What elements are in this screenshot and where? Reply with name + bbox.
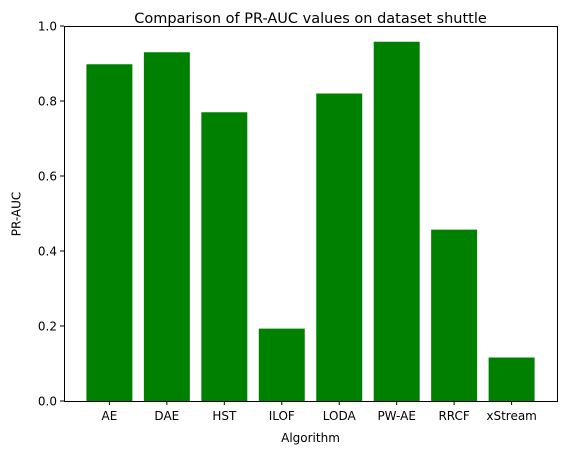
y-tick-label: 0.2 xyxy=(38,320,57,334)
bar-hst xyxy=(201,112,248,401)
y-axis-ticks: 0.0 0.2 0.4 0.6 0.8 1.0 xyxy=(38,20,64,409)
y-tick-label: 0.6 xyxy=(38,170,57,184)
chart-title: Comparison of PR-AUC values on dataset s… xyxy=(134,11,487,27)
y-tick-label: 0.4 xyxy=(38,245,57,259)
bar-pw-ae xyxy=(373,41,420,401)
y-axis-title: PR-AUC xyxy=(10,192,24,237)
x-tick-label: LODA xyxy=(323,409,357,423)
bar-rrcf xyxy=(431,229,478,402)
x-tick-label: PW-AE xyxy=(377,409,415,423)
x-tick-label: xStream xyxy=(486,409,537,423)
y-tick-label: 1.0 xyxy=(38,20,57,34)
x-tick-label: DAE xyxy=(154,409,179,423)
x-tick-label: RRCF xyxy=(438,409,469,423)
y-tick-label: 0.0 xyxy=(38,395,57,409)
bar-ilof xyxy=(258,328,305,402)
x-tick-label: HST xyxy=(212,409,237,423)
bar-xstream xyxy=(488,357,535,401)
x-tick-label: AE xyxy=(101,409,117,423)
x-axis-title: Algorithm xyxy=(281,431,340,445)
x-tick-label: ILOF xyxy=(269,409,295,423)
x-axis-ticks: AE DAE HST ILOF LODA PW-AE RRCF xStream xyxy=(101,401,537,423)
bar-ae xyxy=(86,64,133,401)
bar-loda xyxy=(316,93,363,401)
plot-frame xyxy=(64,26,558,402)
bar-dae xyxy=(143,52,190,401)
y-tick-label: 0.8 xyxy=(38,95,57,109)
bars-layer xyxy=(86,41,535,402)
